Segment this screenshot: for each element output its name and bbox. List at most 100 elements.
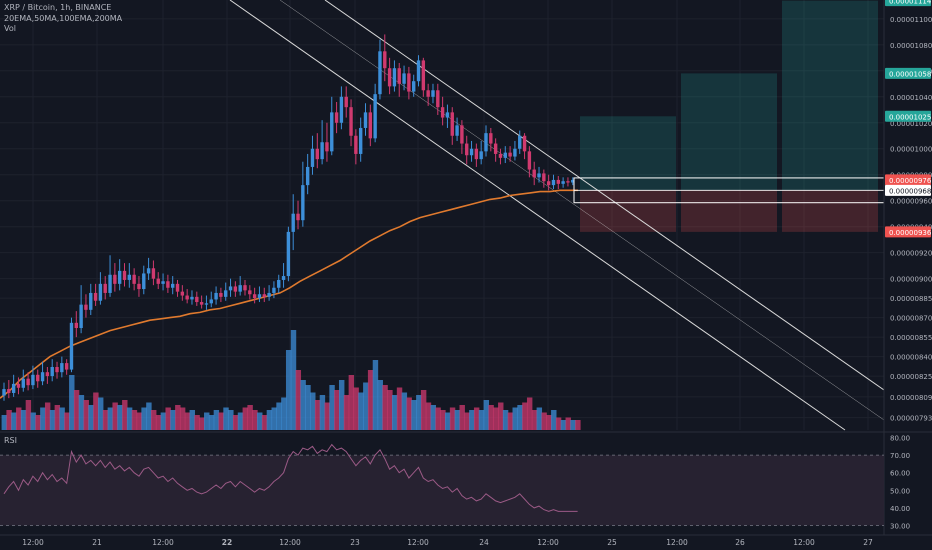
- candle-body: [64, 363, 69, 370]
- price-axis-bg: [884, 0, 932, 550]
- candle-body: [156, 278, 160, 284]
- volume-bar: [35, 415, 41, 430]
- volume-bar: [160, 412, 167, 430]
- candle-body: [546, 181, 551, 186]
- price-tick-label: 0.00001000: [890, 146, 932, 154]
- volume-bar: [353, 387, 359, 430]
- candle-body: [21, 378, 25, 388]
- rsi-line: [3, 443, 578, 512]
- candle-body: [84, 304, 88, 310]
- volume-bar: [469, 410, 475, 430]
- price-tick-label: 0.00001080: [890, 42, 932, 50]
- volume-bar: [305, 385, 311, 430]
- candle-body: [310, 148, 315, 167]
- volume-bar: [208, 415, 215, 430]
- volume-bar: [1, 415, 8, 430]
- volume-bar: [131, 410, 138, 430]
- price-tick-label: 0.00000870: [890, 315, 932, 323]
- volume-bar: [440, 410, 446, 430]
- candle-body: [26, 378, 30, 386]
- candle-body: [74, 322, 78, 329]
- price-badge-label: 0.00000976: [889, 177, 932, 185]
- candle-body: [469, 148, 474, 156]
- volume-bar: [536, 407, 543, 430]
- candle-body: [325, 142, 329, 152]
- volume-bar: [204, 412, 210, 430]
- price-tick-label: 0.00001020: [890, 120, 932, 128]
- volume-bar: [314, 400, 321, 430]
- time-tick-label: 21: [92, 538, 102, 547]
- candle-body: [79, 304, 83, 329]
- candle-body: [238, 285, 242, 292]
- candle-body: [137, 283, 141, 290]
- rsi-tick-label: 70.00: [890, 452, 910, 460]
- candle-body: [402, 73, 406, 84]
- time-tick-label: 12:00: [279, 538, 301, 547]
- volume-bar: [387, 390, 393, 430]
- volume-bar: [170, 410, 176, 430]
- candle-body: [489, 133, 493, 144]
- volume-bar: [232, 415, 239, 430]
- candle-body: [349, 107, 353, 136]
- time-tick-label: 12:00: [152, 538, 174, 547]
- volume-bar: [281, 397, 287, 430]
- candle-body: [204, 303, 209, 305]
- volume-bar: [449, 407, 456, 430]
- volume-bar: [117, 405, 123, 430]
- volume-bar: [478, 410, 485, 430]
- volume-bar: [493, 407, 499, 430]
- volume-bar: [247, 405, 253, 430]
- candle-body: [7, 389, 11, 393]
- candle-body: [219, 292, 223, 297]
- volume-bar: [242, 407, 249, 430]
- candle-body: [474, 148, 479, 160]
- volume-bar: [338, 380, 345, 430]
- volume-bar: [237, 412, 244, 430]
- indicator-list: 20EMA,50MA,100EMA,200MA: [4, 13, 123, 23]
- volume-bar: [464, 412, 470, 430]
- price-badge: [885, 174, 931, 186]
- volume-bar: [16, 407, 22, 430]
- candle-body: [31, 374, 35, 386]
- candle-body: [281, 276, 286, 280]
- price-badge: [885, 226, 931, 238]
- volume-bar: [107, 407, 114, 430]
- price-tick-label: 0.00001040: [890, 94, 932, 102]
- volume-bar: [401, 392, 408, 430]
- volume-bar: [512, 407, 518, 430]
- candle-body: [436, 90, 440, 108]
- volume-bar: [425, 402, 432, 430]
- volume-bar: [69, 375, 75, 430]
- volume-bar: [570, 420, 576, 430]
- volume-bar: [199, 417, 205, 430]
- price-badge-label: 0.00001058: [889, 70, 931, 78]
- volume-bar: [367, 370, 374, 430]
- time-tick-label: 27: [863, 538, 873, 547]
- candle-body: [98, 283, 103, 301]
- volume-bar: [97, 397, 104, 430]
- rsi-band: [0, 455, 884, 526]
- volume-bar: [488, 405, 494, 430]
- volume-bar: [266, 410, 273, 430]
- candle-body: [127, 274, 132, 280]
- candle-body: [291, 213, 295, 232]
- volume-bar: [102, 410, 109, 430]
- volume-bar: [526, 397, 533, 430]
- candle-body: [498, 153, 503, 158]
- candle-body: [209, 299, 213, 304]
- candle-body: [542, 173, 546, 182]
- target-zone: [681, 73, 777, 191]
- volume-bar: [295, 370, 302, 430]
- price-badge: [885, 184, 931, 196]
- volume-bar: [223, 407, 229, 430]
- candle-body: [151, 268, 156, 279]
- time-tick-label: 12:00: [793, 538, 815, 547]
- price-tick-label: 0.00000825: [890, 373, 932, 381]
- candle-body: [334, 112, 339, 123]
- rsi-tick-label: 40.00: [890, 505, 910, 513]
- time-tick-label: 23: [350, 538, 360, 547]
- candle-body: [344, 96, 348, 108]
- rsi-tick-label: 30.00: [890, 522, 910, 530]
- candle-body: [392, 68, 397, 87]
